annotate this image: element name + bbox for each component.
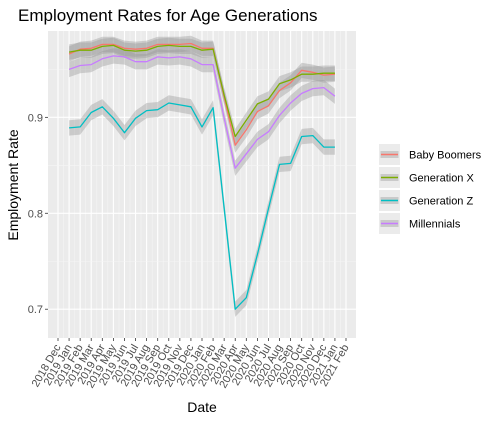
chart-title: Employment Rates for Age Generations [18,6,318,25]
grid [48,31,356,338]
y-axis-label: Employment Rate [5,129,21,240]
series-line [68,44,335,138]
y-tick-label: 0.9 [28,112,43,124]
legend-label: Baby Boomers [409,150,482,162]
legend-label: Generation X [409,173,474,185]
series-line [68,42,335,146]
series-line [69,102,335,310]
y-axis: 0.7 0.8 0.9 [28,112,48,316]
y-tick-label: 0.8 [28,208,43,220]
legend: Baby Boomers Generation X Generation Z Mill… [379,144,482,234]
x-axis-label: Date [187,399,217,415]
confidence-band [69,35,335,153]
legend-label: Generation Z [409,196,473,208]
confidence-band [69,95,335,317]
legend-label: Millennials [409,219,461,231]
series-lines [68,42,336,310]
series-line [68,55,336,169]
y-tick-label: 0.7 [28,304,43,316]
